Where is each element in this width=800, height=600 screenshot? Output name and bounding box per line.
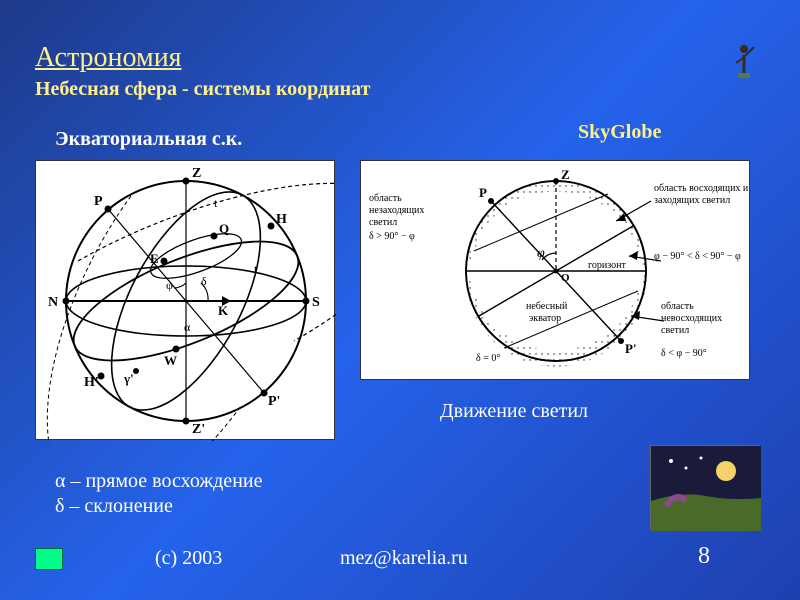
svg-text:O: O bbox=[561, 272, 570, 284]
legend-delta: δ – склонение bbox=[55, 495, 173, 518]
left-diagram-label: Экваториальная с.к. bbox=[55, 128, 242, 151]
svg-text:φ − 90° < δ < 90° − φ: φ − 90° < δ < 90° − φ bbox=[654, 251, 741, 262]
svg-text:δ: δ bbox=[201, 274, 207, 288]
copyright: (с) 2003 bbox=[155, 547, 222, 570]
svg-text:Z: Z bbox=[192, 166, 201, 181]
svg-text:H': H' bbox=[84, 375, 99, 390]
motion-label: Движение светил bbox=[440, 400, 588, 423]
svg-text:δ < φ − 90°: δ < φ − 90° bbox=[661, 348, 707, 359]
svg-text:Z': Z' bbox=[192, 422, 205, 437]
svg-text:область: область bbox=[661, 301, 694, 312]
prev-slide-button[interactable] bbox=[35, 548, 63, 570]
svg-text:небесный: небесный bbox=[526, 301, 568, 312]
svg-text:γ': γ' bbox=[123, 371, 134, 386]
svg-text:t: t bbox=[214, 196, 218, 210]
astronomer-icon bbox=[728, 35, 760, 80]
svg-text:экватор: экватор bbox=[529, 313, 561, 324]
svg-text:незаходящих: незаходящих bbox=[369, 205, 424, 216]
svg-text:H: H bbox=[276, 212, 287, 227]
svg-text:φ: φ bbox=[537, 246, 545, 261]
svg-text:Q: Q bbox=[219, 221, 229, 236]
svg-text:светил: светил bbox=[369, 217, 397, 228]
equatorial-sphere-diagram: Z Z' N S P P' H H' Q E W K γ' φ δ α t t bbox=[35, 160, 335, 440]
svg-text:область: область bbox=[369, 193, 402, 204]
svg-text:K: K bbox=[218, 303, 229, 318]
star-regions-diagram: φ Z P P' O горизонт небесный экватор обл… bbox=[360, 160, 750, 380]
page-subtitle: Небесная сфера - системы координат bbox=[35, 78, 370, 101]
right-diagram-label[interactable]: SkyGlobe bbox=[578, 121, 661, 144]
svg-text:заходящих светил: заходящих светил bbox=[654, 195, 730, 206]
svg-text:светил: светил bbox=[661, 325, 689, 336]
svg-text:Z: Z bbox=[561, 167, 570, 182]
svg-text:α: α bbox=[184, 320, 191, 334]
legend-alpha: α – прямое восхождение bbox=[55, 470, 262, 493]
page-number: 8 bbox=[698, 543, 710, 570]
flammarion-thumbnail[interactable] bbox=[650, 445, 760, 530]
svg-text:P': P' bbox=[268, 394, 280, 409]
svg-text:S: S bbox=[312, 295, 320, 310]
svg-text:φ: φ bbox=[166, 278, 173, 292]
svg-text:P': P' bbox=[625, 341, 637, 356]
svg-text:невосходящих: невосходящих bbox=[661, 313, 722, 324]
svg-text:δ > 90° − φ: δ > 90° − φ bbox=[369, 231, 415, 242]
svg-text:N: N bbox=[48, 295, 58, 310]
page-title: Астрономия bbox=[35, 42, 182, 74]
svg-text:P: P bbox=[94, 194, 103, 209]
svg-text:W: W bbox=[164, 353, 177, 368]
svg-text:δ = 0°: δ = 0° bbox=[476, 353, 500, 364]
svg-text:E: E bbox=[150, 251, 159, 266]
svg-text:горизонт: горизонт bbox=[588, 260, 626, 271]
svg-text:P: P bbox=[479, 185, 487, 200]
email[interactable]: mez@karelia.ru bbox=[340, 547, 468, 570]
svg-text:область восходящих и: область восходящих и bbox=[654, 183, 749, 194]
